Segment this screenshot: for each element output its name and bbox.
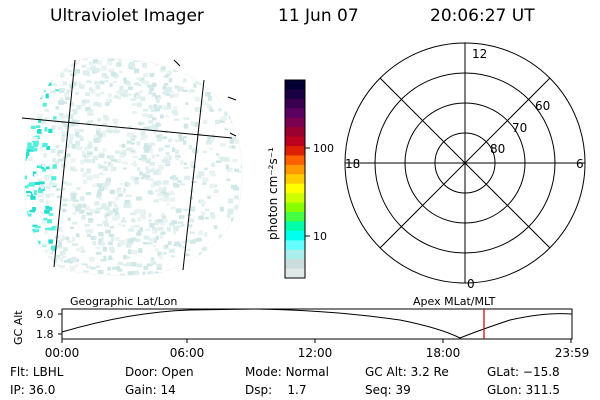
grid-line (182, 79, 205, 271)
orbit-y-label: GC Alt (12, 310, 25, 345)
time-label: 20:06:27 UT (430, 6, 535, 26)
date-label: 11 Jun 07 (278, 6, 359, 26)
polar-lat-label: 80 (490, 142, 505, 156)
orbit-y-tick: 9.0 (36, 308, 54, 321)
orbit-left-label: Geographic Lat/Lon (70, 295, 177, 308)
status-glon: GLon: 311.5 (487, 383, 560, 397)
status-door: Door: Open (125, 365, 194, 379)
status-gc-alt: GC Alt: 3.2 Re (365, 365, 449, 379)
orbit-x-tick: 00:00 (45, 346, 80, 360)
status-glat: GLat: −15.8 (487, 365, 560, 379)
colorbar-tick-label: 10 (313, 230, 327, 243)
status-ip: IP: 36.0 (10, 383, 56, 397)
orbit-x-tick: 23:59 (555, 346, 590, 360)
orbit-x-tick: 12:00 (298, 346, 333, 360)
colorbar: 100 10 photon cm⁻²s⁻¹ (266, 79, 334, 279)
orbit-plot: Geographic Lat/Lon Apex MLat/MLT 9.0 1.8… (12, 295, 589, 360)
polar-lat-label: 70 (512, 121, 527, 135)
colorbar-tick-label: 100 (313, 142, 334, 155)
status-dsp: Dsp: 1.7 (245, 383, 307, 397)
polar-plot (344, 42, 586, 284)
polar-hour-label: 12 (472, 47, 487, 61)
colorbar-unit-label: photon cm⁻²s⁻¹ (266, 147, 280, 240)
status-gain: Gain: 14 (125, 383, 176, 397)
orbit-right-label: Apex MLat/MLT (413, 295, 496, 308)
polar-hour-label: 0 (467, 277, 475, 291)
status-mode: Mode: Normal (245, 365, 329, 379)
app-title: Ultraviolet Imager (50, 6, 204, 26)
polar-hour-label: 6 (576, 157, 584, 171)
grid-line (53, 59, 76, 268)
grid-line (21, 117, 233, 139)
polar-lat-label: 60 (535, 99, 550, 113)
status-flt: Flt: LBHL (10, 365, 64, 379)
status-seq: Seq: 39 (365, 383, 411, 397)
orbit-x-tick: 06:00 (170, 346, 205, 360)
orbit-x-tick: 18:00 (426, 346, 461, 360)
altitude-curve (61, 308, 573, 339)
orbit-y-tick: 1.8 (36, 328, 54, 341)
polar-hour-label: 18 (345, 157, 360, 171)
auroral-image (21, 57, 243, 276)
